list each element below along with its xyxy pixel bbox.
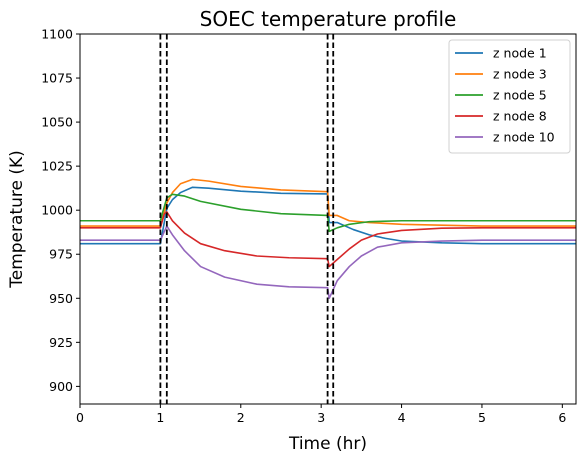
y-tick-label: 1050	[41, 115, 73, 130]
x-tick-label: 3	[317, 410, 325, 425]
series-line-4	[80, 211, 576, 268]
legend-box	[448, 39, 571, 154]
axes-frame	[79, 33, 577, 405]
legend-label-5: z node 10	[493, 130, 555, 145]
x-tick-label: 6	[558, 410, 566, 425]
legend-label-3: z node 5	[493, 88, 547, 103]
y-tick-label: 1075	[41, 71, 73, 86]
y-tick-label: 1100	[41, 27, 73, 42]
series-line-3	[80, 193, 576, 233]
plot-area: 0 1 2 3 4 5 6 900 925 950 975 1000 1025 1050 1075 1100	[41, 27, 577, 425]
y-tick-label: 1000	[41, 203, 73, 218]
y-tick-label: 1025	[41, 159, 73, 174]
legend-label-4: z node 8	[493, 109, 547, 124]
y-tick-label: 975	[49, 247, 73, 262]
y-tick-label: 950	[49, 291, 73, 306]
x-tick-label: 5	[478, 410, 486, 425]
x-tick-label: 2	[237, 410, 245, 425]
series-lines	[80, 178, 576, 300]
x-tick-label: 0	[76, 410, 84, 425]
y-tick-label: 925	[49, 335, 73, 350]
x-tick-label: 4	[398, 410, 406, 425]
legend: z node 1 z node 3 z node 5 z node 8 z node 1…	[448, 39, 571, 154]
chart-title: SOEC temperature profile	[200, 7, 457, 31]
y-axis-title: Temperature (K)	[7, 150, 27, 289]
x-axis-title: Time (hr)	[288, 434, 367, 454]
series-line-5	[80, 225, 576, 300]
x-tick-label: 1	[156, 410, 164, 425]
legend-label-2: z node 3	[493, 67, 547, 82]
y-tick-label: 900	[49, 379, 73, 394]
legend-label-1: z node 1	[493, 46, 547, 61]
